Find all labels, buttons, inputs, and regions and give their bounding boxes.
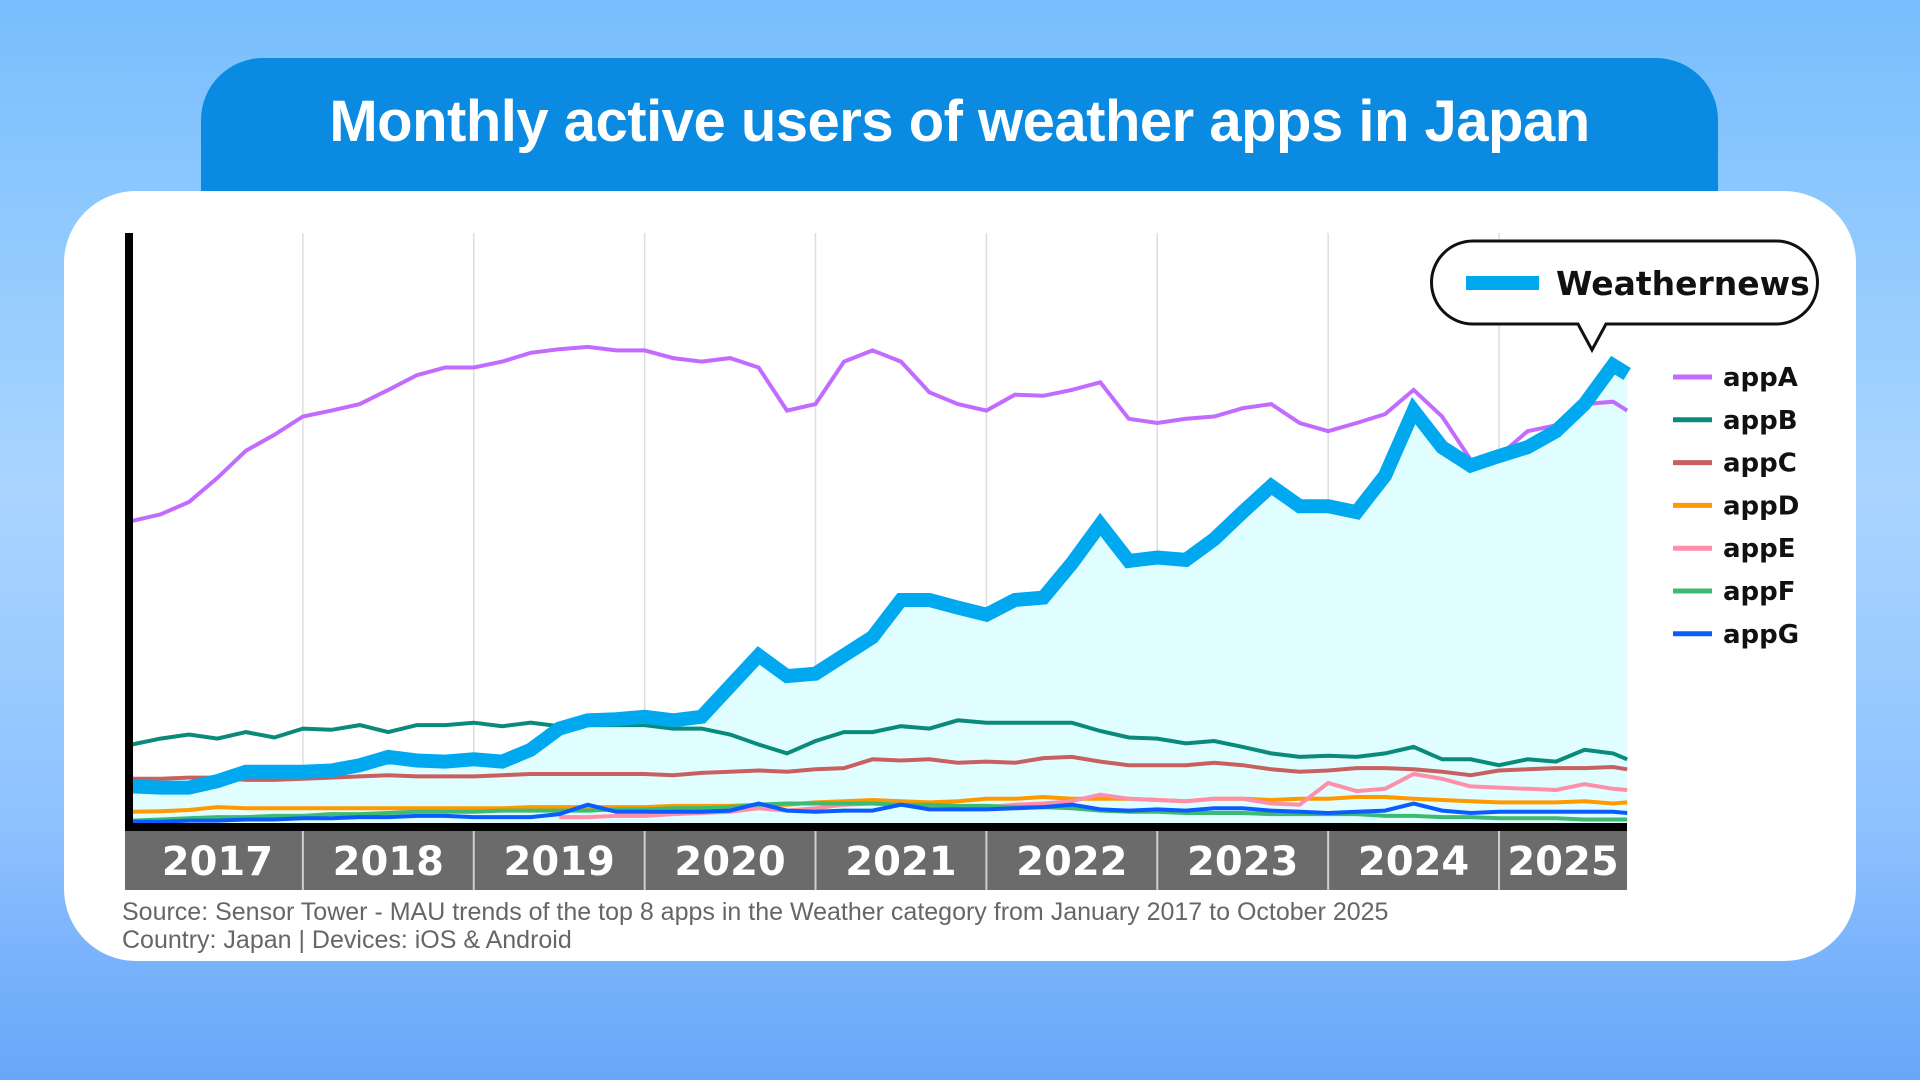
y-axis (125, 233, 133, 830)
legend-label-appd: appD (1723, 491, 1799, 521)
year-label: 2018 (333, 839, 444, 885)
year-label: 2024 (1358, 839, 1469, 885)
chart-title: Monthly active users of weather apps in … (329, 89, 1590, 154)
year-label: 2017 (162, 839, 273, 885)
legend-label-appe: appE (1723, 534, 1796, 564)
legend-label-appa: appA (1723, 363, 1798, 393)
chart-footer: Source: Sensor Tower - MAU trends of the… (122, 898, 1388, 954)
x-axis (125, 823, 1627, 831)
callout-label: Weathernews (1556, 264, 1810, 303)
weathernews-callout (1430, 239, 1819, 354)
series-line-appb (131, 718, 1628, 768)
year-label: 2023 (1187, 839, 1298, 885)
year-label: 2025 (1507, 839, 1618, 885)
series-line-appa (131, 344, 1629, 523)
series-line-appe (559, 771, 1628, 820)
series-line-appd (131, 794, 1628, 814)
year-label: 2021 (845, 839, 956, 885)
series-line-weathernews (131, 355, 1631, 795)
year-label: 2019 (504, 839, 615, 885)
year-label: 2020 (674, 839, 785, 885)
series-line-appg (132, 801, 1628, 824)
year-label: 2022 (1016, 839, 1127, 885)
series-line-appf (131, 801, 1628, 823)
legend-label-appc: appC (1723, 449, 1797, 479)
callout-swatch (1466, 276, 1539, 290)
legend-label-appf: appF (1723, 577, 1796, 607)
legend-label-appb: appB (1723, 406, 1798, 436)
series-line-appc (132, 754, 1628, 782)
scope-note: Country: Japan | Devices: iOS & Android (122, 926, 572, 954)
legend-label-appg: appG (1723, 620, 1799, 650)
year-band (125, 831, 1627, 890)
source-note: Source: Sensor Tower - MAU trends of the… (122, 898, 1389, 926)
weathernews-area (132, 365, 1628, 823)
